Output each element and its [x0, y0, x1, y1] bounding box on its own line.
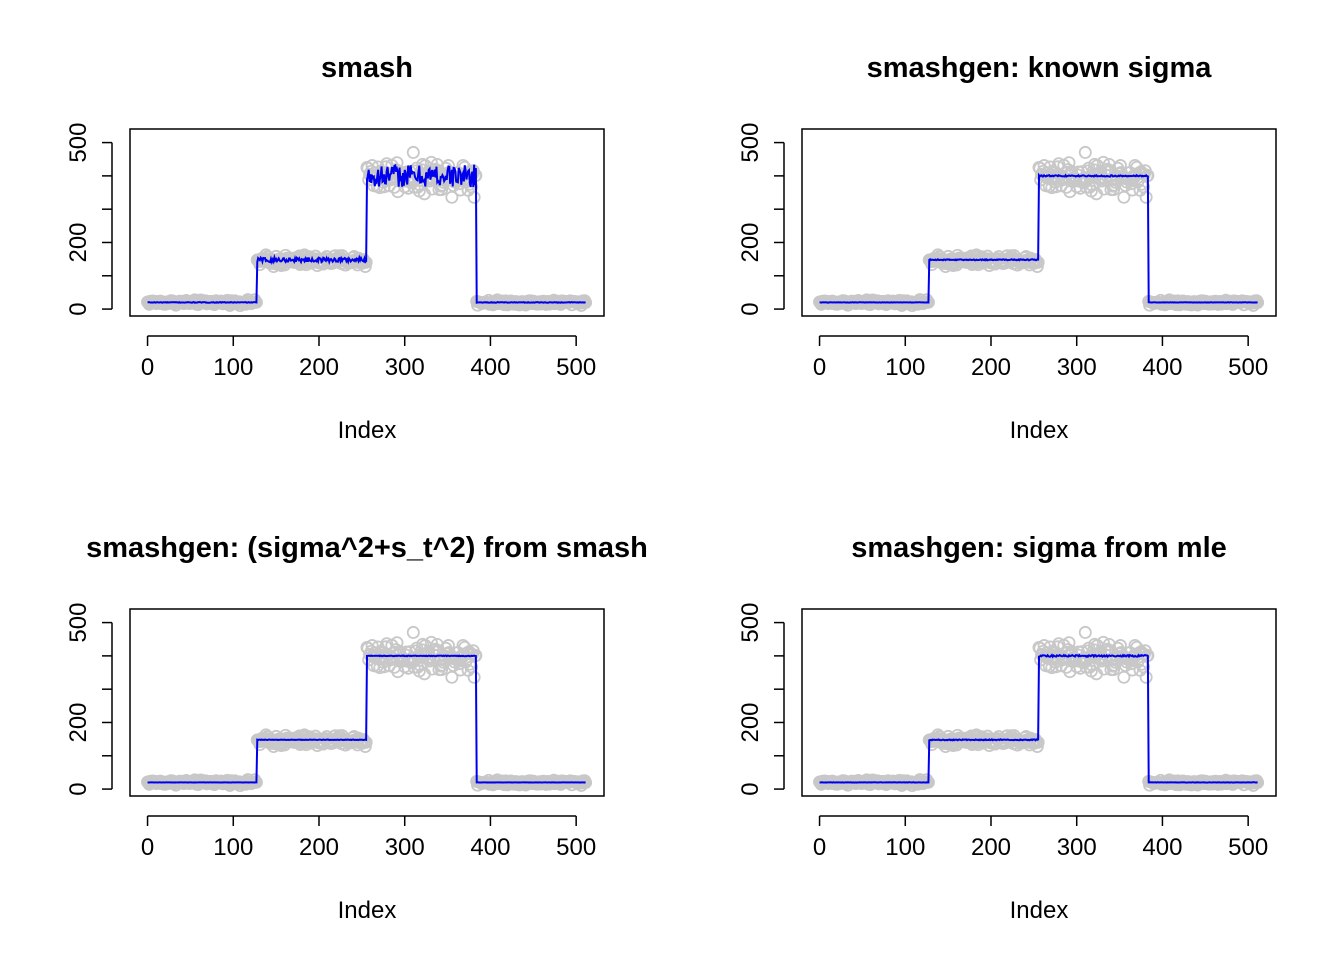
- data-point: [1054, 179, 1068, 193]
- panel-smashgen-sigma-st-from-smash: smashgen: (sigma^2+s_t^2) from smash Ind…: [65, 532, 648, 924]
- panel-smash: smash Index 0 100 200 300 400 500 0 200 500: [65, 52, 605, 444]
- x-tick-label: 0: [141, 354, 154, 381]
- data-point: [467, 670, 481, 684]
- panel-smashgen-known-sigma: smashgen: known sigma Index 0 100 200 300 40…: [737, 52, 1277, 444]
- data-point: [406, 145, 420, 159]
- x-tick-label: 300: [1057, 834, 1097, 861]
- data-point: [467, 190, 481, 204]
- x-tick-label: 400: [1142, 354, 1182, 381]
- y-tick-label: 200: [737, 222, 764, 262]
- panel-title: smash: [321, 52, 413, 84]
- data-point: [1062, 156, 1076, 170]
- x-tick-label: 100: [213, 834, 253, 861]
- x-tick-label: 200: [299, 834, 339, 861]
- data-point: [1054, 659, 1068, 673]
- plot-frame: [801, 128, 1277, 317]
- plot-frame: [801, 608, 1277, 797]
- plot-frame: [129, 128, 605, 317]
- x-tick-label: 200: [971, 834, 1011, 861]
- fitted-line: [147, 163, 586, 304]
- y-tick-label: 500: [737, 603, 764, 643]
- x-tick-label: 500: [1228, 834, 1268, 861]
- x-tick-label: 0: [813, 834, 826, 861]
- data-point: [1062, 636, 1076, 650]
- x-tick-label: 300: [1057, 354, 1097, 381]
- x-axis-label: Index: [1010, 417, 1069, 444]
- x-tick-label: 300: [385, 834, 425, 861]
- x-tick-label: 100: [885, 354, 925, 381]
- x-tick-label: 500: [1228, 354, 1268, 381]
- data-point: [1139, 190, 1153, 204]
- data-point: [390, 636, 404, 650]
- y-tick-label: 0: [65, 782, 92, 795]
- x-tick-label: 100: [885, 834, 925, 861]
- x-tick-label: 500: [556, 834, 596, 861]
- x-tick-label: 0: [813, 354, 826, 381]
- y-tick-label: 200: [737, 702, 764, 742]
- x-tick-label: 400: [1142, 834, 1182, 861]
- y-tick-label: 500: [65, 123, 92, 163]
- y-tick-label: 0: [737, 782, 764, 795]
- x-tick-label: 100: [213, 354, 253, 381]
- y-tick-label: 0: [65, 302, 92, 315]
- fitted-line: [819, 653, 1258, 784]
- plot-frame: [129, 608, 605, 797]
- fitted-line: [819, 172, 1258, 304]
- data-point: [406, 625, 420, 639]
- data-point: [382, 659, 396, 673]
- panel-smashgen-sigma-from-mle: smashgen: sigma from mle Index 0 100 200 30…: [737, 532, 1277, 924]
- x-tick-label: 400: [470, 834, 510, 861]
- panel-title: smashgen: known sigma: [867, 52, 1213, 84]
- x-tick-label: 400: [470, 354, 510, 381]
- data-point: [1078, 145, 1092, 159]
- y-tick-label: 200: [65, 222, 92, 262]
- panel-title: smashgen: sigma from mle: [851, 532, 1227, 564]
- y-tick-label: 200: [65, 702, 92, 742]
- data-point: [1139, 670, 1153, 684]
- y-tick-label: 0: [737, 302, 764, 315]
- y-tick-label: 500: [65, 603, 92, 643]
- x-tick-label: 500: [556, 354, 596, 381]
- x-tick-label: 200: [971, 354, 1011, 381]
- x-axis-label: Index: [338, 417, 397, 444]
- x-axis-label: Index: [338, 897, 397, 924]
- x-axis-label: Index: [1010, 897, 1069, 924]
- fitted-line: [147, 654, 586, 784]
- x-tick-label: 300: [385, 354, 425, 381]
- x-tick-label: 0: [141, 834, 154, 861]
- data-point: [1078, 625, 1092, 639]
- panel-title: smashgen: (sigma^2+s_t^2) from smash: [86, 532, 648, 564]
- x-tick-label: 200: [299, 354, 339, 381]
- y-tick-label: 500: [737, 123, 764, 163]
